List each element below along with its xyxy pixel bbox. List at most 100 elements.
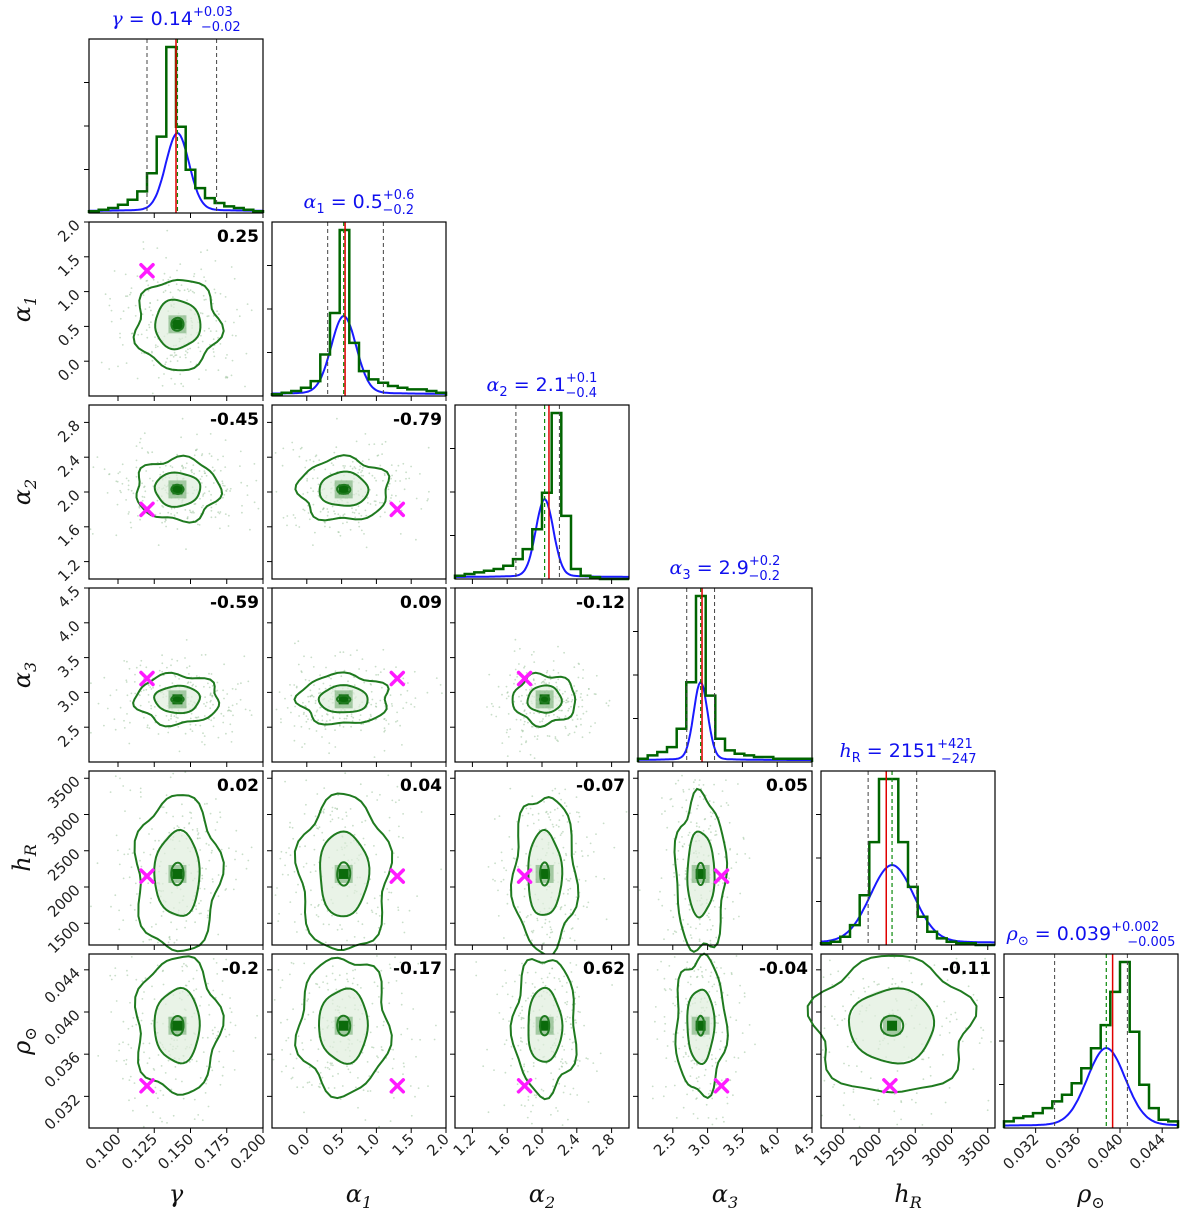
scatter-point	[876, 983, 879, 986]
marginal-title-rho: ρ⊙ = 0.039+0.002 −0.005	[1006, 920, 1176, 950]
scatter-point	[563, 651, 565, 654]
scatter-point	[162, 983, 165, 986]
scatter-point	[677, 821, 680, 823]
scatter-point	[395, 720, 397, 723]
scatter-point	[209, 700, 212, 703]
scatter-point	[356, 649, 358, 652]
scatter-point	[284, 864, 286, 867]
scatter-point	[198, 902, 200, 905]
scatter-point	[540, 977, 543, 980]
scatter-point	[161, 654, 163, 657]
scatter-point	[152, 848, 155, 850]
scatter-point	[181, 815, 184, 818]
scatter-point	[286, 524, 288, 527]
scatter-point	[126, 660, 128, 663]
scatter-point	[254, 1036, 257, 1039]
scatter-point	[186, 516, 189, 518]
scatter-point	[303, 1111, 305, 1114]
scatter-point	[368, 443, 371, 446]
scatter-point	[134, 692, 137, 695]
scatter-point	[125, 1063, 127, 1066]
truth-marker	[139, 1078, 155, 1094]
scatter-point	[405, 701, 408, 704]
contour-inner	[695, 1014, 706, 1037]
scatter-point	[511, 1057, 514, 1060]
scatter-point	[284, 697, 286, 700]
scatter-point	[893, 1093, 896, 1095]
scatter-point	[541, 720, 544, 723]
panel-frame	[271, 404, 447, 580]
scatter-point	[231, 730, 234, 733]
scatter-point	[321, 715, 324, 717]
scatter-point	[599, 1052, 602, 1055]
scatter-point	[681, 806, 684, 809]
contour-mid	[153, 986, 201, 1065]
scatter-point	[490, 702, 493, 705]
scatter-point	[574, 914, 577, 916]
scatter-point	[548, 920, 551, 923]
scatter-point	[495, 715, 498, 718]
scatter-point	[956, 961, 959, 964]
scatter-point	[361, 821, 363, 823]
scatter-point	[556, 1110, 559, 1112]
scatter-point	[127, 479, 130, 482]
scatter-point	[582, 677, 584, 679]
kde-curve	[1004, 1047, 1179, 1127]
scatter-point	[553, 977, 556, 979]
y-tick-label: 4.0	[54, 617, 84, 647]
scatter-point	[143, 1051, 145, 1054]
panel-frame	[88, 953, 264, 1129]
scatter-point	[123, 727, 126, 729]
scatter-point	[210, 1066, 212, 1069]
scatter-point	[174, 383, 176, 385]
scatter-point	[527, 915, 529, 917]
contour-mid	[154, 298, 202, 351]
scatter-point	[967, 985, 970, 988]
scatter-point	[361, 1051, 364, 1054]
scatter-point	[698, 940, 701, 942]
scatter-point	[420, 508, 423, 510]
scatter-point	[150, 707, 153, 710]
scatter-point	[833, 1083, 836, 1086]
scatter-point	[352, 977, 355, 980]
scatter-point	[334, 670, 337, 673]
scatter-point	[205, 842, 208, 845]
scatter-point	[581, 705, 584, 708]
scatter-point	[229, 723, 232, 726]
scatter-point	[564, 1085, 566, 1088]
y-tick-label: 0.032	[41, 1090, 84, 1133]
scatter-point	[513, 700, 516, 703]
scatter-point	[726, 1102, 729, 1105]
scatter-point	[569, 1093, 572, 1096]
scatter-point	[548, 714, 550, 717]
scatter-point	[531, 939, 533, 942]
scatter-point	[508, 836, 511, 838]
scatter-point	[118, 1049, 120, 1052]
scatter-point	[304, 845, 306, 848]
truth-marker	[516, 868, 533, 884]
scatter-point	[725, 1060, 728, 1062]
scatter-point	[527, 1095, 530, 1098]
scatter-point	[306, 478, 309, 480]
scatter-point	[129, 700, 132, 702]
scatter-point	[229, 1007, 232, 1010]
scatter-point	[586, 836, 588, 838]
scatter-point	[573, 853, 575, 855]
scatter-point	[506, 755, 509, 757]
scatter-point	[156, 964, 159, 967]
scatter-point	[311, 1084, 313, 1086]
scatter-point	[730, 972, 733, 974]
scatter-point	[399, 724, 401, 727]
scatter-point	[199, 849, 202, 851]
scatter-point	[565, 1003, 568, 1006]
scatter-point	[214, 291, 217, 294]
scatter-point	[185, 984, 188, 987]
scatter-point	[134, 882, 137, 885]
scatter-point	[510, 1064, 512, 1067]
scatter-point	[207, 315, 210, 317]
scatter-point	[186, 517, 189, 520]
scatter-point	[324, 1066, 327, 1069]
scatter-point	[596, 1070, 598, 1073]
scatter-point	[188, 980, 190, 983]
scatter-point	[548, 816, 550, 819]
